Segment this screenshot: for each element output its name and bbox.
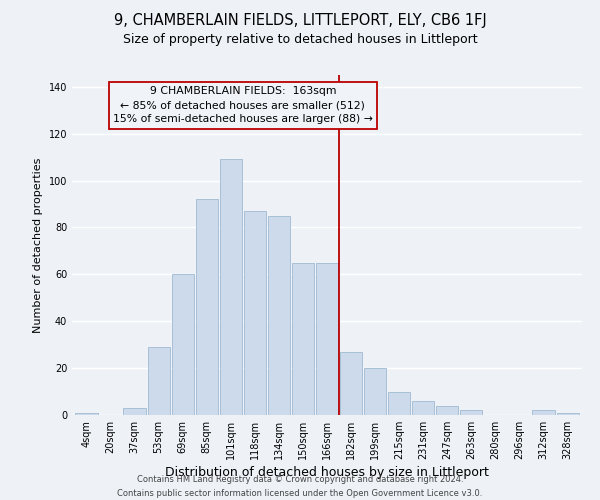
Bar [364, 368, 386, 415]
Bar [268, 216, 290, 415]
Bar [172, 274, 194, 415]
Bar [388, 392, 410, 415]
Bar [532, 410, 554, 415]
Bar [220, 160, 242, 415]
Text: Size of property relative to detached houses in Littleport: Size of property relative to detached ho… [122, 32, 478, 46]
Text: 9, CHAMBERLAIN FIELDS, LITTLEPORT, ELY, CB6 1FJ: 9, CHAMBERLAIN FIELDS, LITTLEPORT, ELY, … [113, 12, 487, 28]
Text: Contains HM Land Registry data © Crown copyright and database right 2024.
Contai: Contains HM Land Registry data © Crown c… [118, 476, 482, 498]
Bar [316, 262, 338, 415]
Bar [124, 408, 146, 415]
Bar [148, 347, 170, 415]
X-axis label: Distribution of detached houses by size in Littleport: Distribution of detached houses by size … [165, 466, 489, 479]
Bar [340, 352, 362, 415]
Bar [557, 412, 578, 415]
Y-axis label: Number of detached properties: Number of detached properties [33, 158, 43, 332]
Bar [292, 262, 314, 415]
Bar [460, 410, 482, 415]
Text: 9 CHAMBERLAIN FIELDS:  163sqm
← 85% of detached houses are smaller (512)
15% of : 9 CHAMBERLAIN FIELDS: 163sqm ← 85% of de… [113, 86, 373, 124]
Bar [244, 211, 266, 415]
Bar [412, 401, 434, 415]
Bar [196, 200, 218, 415]
Bar [76, 412, 98, 415]
Bar [436, 406, 458, 415]
